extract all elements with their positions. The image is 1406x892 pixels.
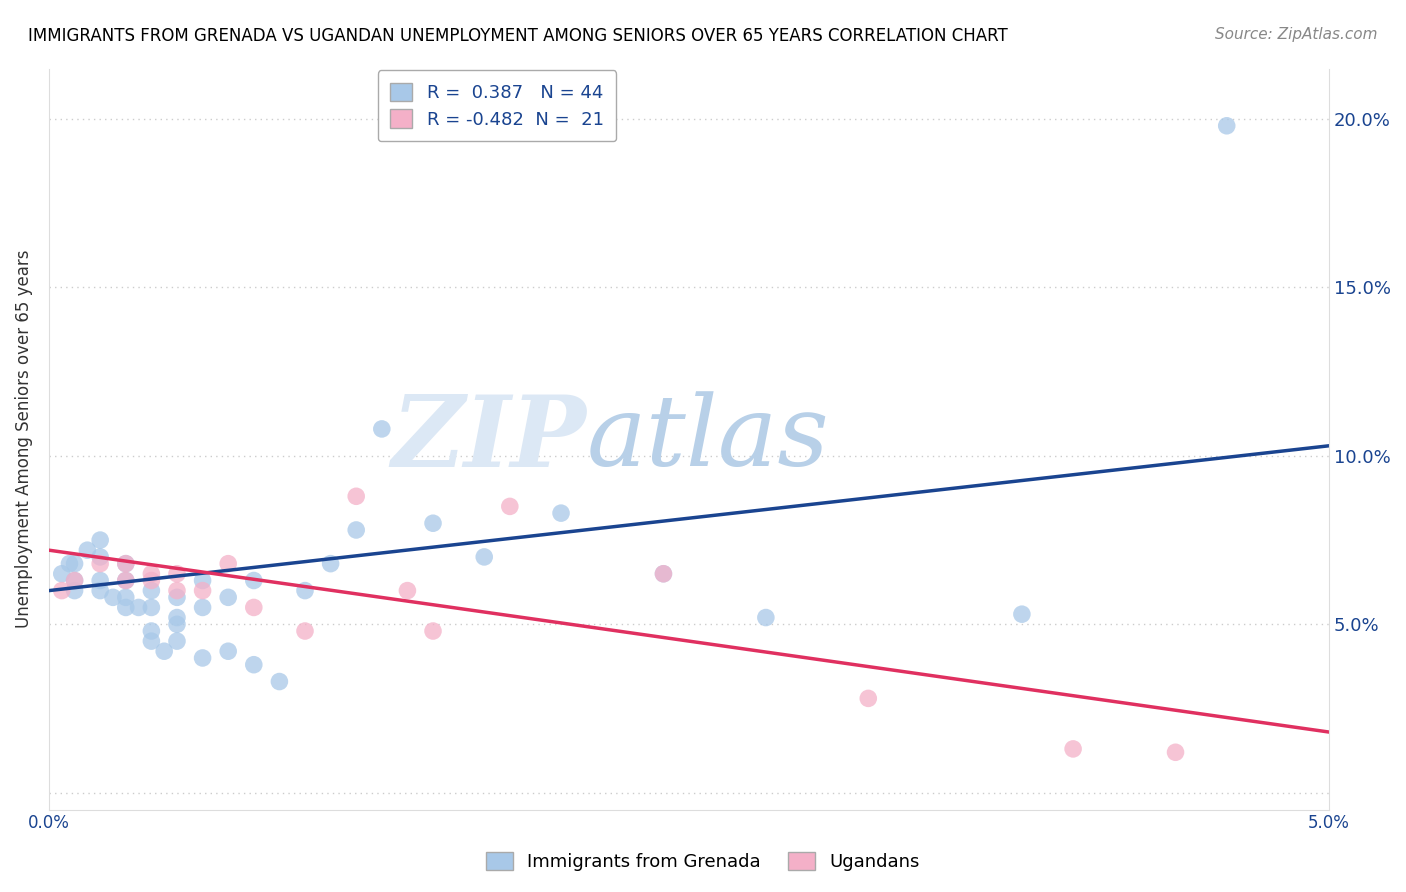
Point	[1215, 119, 1237, 133]
Point	[141, 634, 163, 648]
Point	[422, 624, 444, 638]
Point	[114, 600, 136, 615]
Point	[141, 583, 163, 598]
Point	[344, 489, 367, 503]
Point	[128, 600, 150, 615]
Point	[191, 651, 214, 665]
Point	[396, 583, 419, 598]
Point	[114, 557, 136, 571]
Point	[141, 566, 163, 581]
Point	[141, 600, 163, 615]
Point	[58, 557, 80, 571]
Point	[63, 557, 86, 571]
Y-axis label: Unemployment Among Seniors over 65 years: Unemployment Among Seniors over 65 years	[15, 250, 32, 628]
Point	[166, 591, 188, 605]
Point	[89, 574, 111, 588]
Point	[89, 533, 111, 547]
Point	[294, 624, 316, 638]
Point	[858, 691, 880, 706]
Point	[153, 644, 176, 658]
Point	[243, 600, 266, 615]
Point	[472, 549, 495, 564]
Point	[217, 557, 239, 571]
Point	[141, 574, 163, 588]
Point	[114, 574, 136, 588]
Point	[319, 557, 342, 571]
Point	[114, 557, 136, 571]
Text: atlas: atlas	[586, 392, 830, 487]
Point	[166, 566, 188, 581]
Point	[243, 657, 266, 672]
Point	[166, 617, 188, 632]
Point	[191, 600, 214, 615]
Point	[371, 422, 394, 436]
Point	[499, 500, 522, 514]
Point	[141, 624, 163, 638]
Point	[166, 583, 188, 598]
Point	[89, 557, 111, 571]
Point	[344, 523, 367, 537]
Point	[63, 574, 86, 588]
Text: Source: ZipAtlas.com: Source: ZipAtlas.com	[1215, 27, 1378, 42]
Point	[51, 566, 73, 581]
Point	[114, 591, 136, 605]
Point	[63, 583, 86, 598]
Point	[191, 574, 214, 588]
Text: ZIP: ZIP	[392, 391, 586, 487]
Point	[51, 583, 73, 598]
Point	[1164, 745, 1187, 759]
Point	[63, 574, 86, 588]
Point	[89, 583, 111, 598]
Point	[166, 610, 188, 624]
Point	[114, 574, 136, 588]
Point	[294, 583, 316, 598]
Point	[217, 591, 239, 605]
Point	[243, 574, 266, 588]
Point	[652, 566, 675, 581]
Legend: Immigrants from Grenada, Ugandans: Immigrants from Grenada, Ugandans	[478, 845, 928, 879]
Point	[422, 516, 444, 531]
Point	[1011, 607, 1033, 622]
Point	[217, 644, 239, 658]
Point	[101, 591, 124, 605]
Point	[652, 566, 675, 581]
Point	[550, 506, 572, 520]
Point	[191, 583, 214, 598]
Point	[1062, 742, 1084, 756]
Legend: R =  0.387   N = 44, R = -0.482  N =  21: R = 0.387 N = 44, R = -0.482 N = 21	[378, 70, 616, 141]
Text: IMMIGRANTS FROM GRENADA VS UGANDAN UNEMPLOYMENT AMONG SENIORS OVER 65 YEARS CORR: IMMIGRANTS FROM GRENADA VS UGANDAN UNEMP…	[28, 27, 1008, 45]
Point	[269, 674, 291, 689]
Point	[76, 543, 98, 558]
Point	[755, 610, 778, 624]
Point	[166, 634, 188, 648]
Point	[89, 549, 111, 564]
